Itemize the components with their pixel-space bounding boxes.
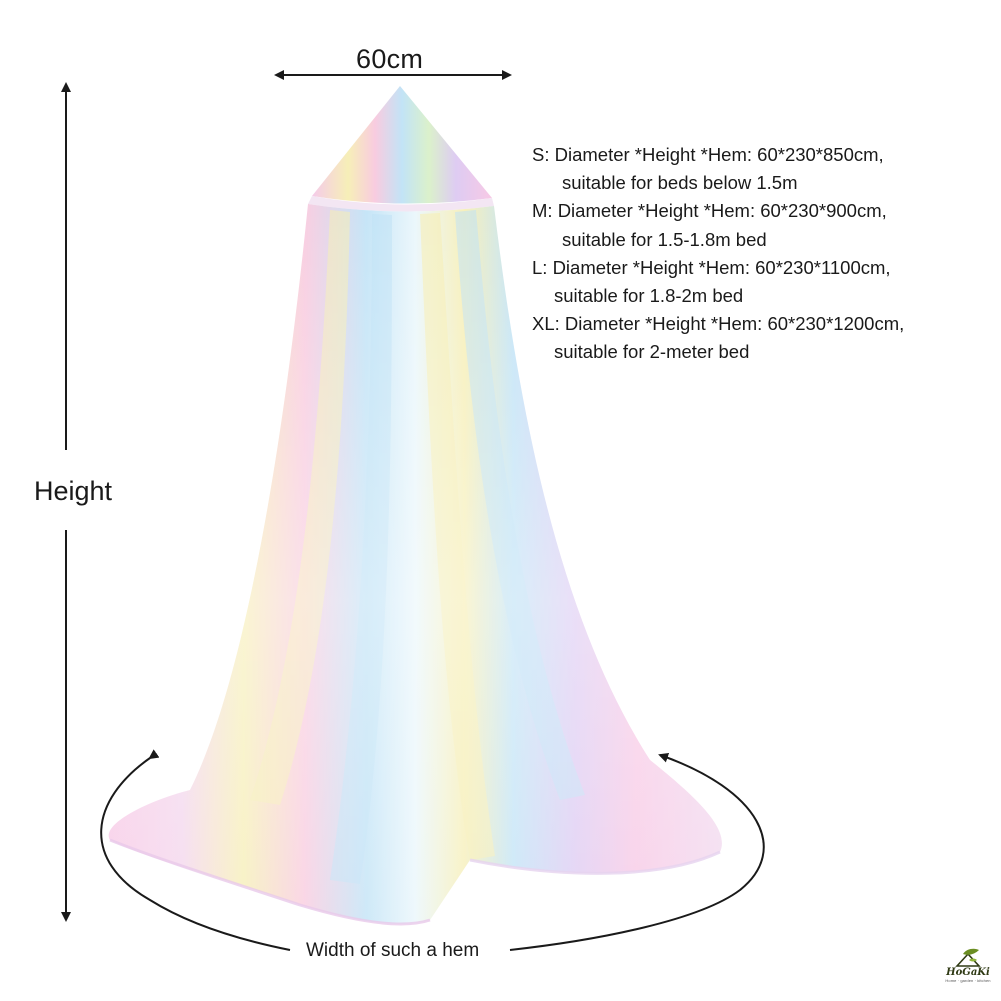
canopy-crown [308,86,494,212]
brand-tagline: Home · garden · kitchen [945,978,991,983]
brand-logo: HoGaKi Home · garden · kitchen [938,948,998,998]
size-specification-list: S: Diameter *Height *Hem: 60*230*850cm, … [532,141,992,367]
height-label: Height [34,476,113,506]
leaf-house-icon [955,948,981,967]
hem-circumference-arrow [100,749,765,951]
size-spec-note: suitable for 1.5-1.8m bed [562,228,767,250]
size-spec-line: S: Diameter *Height *Hem: 60*230*850cm, [532,144,884,165]
size-spec-note: suitable for 1.8-2m bed [554,285,744,307]
size-spec-note: suitable for beds below 1.5m [562,172,798,194]
size-spec-s: S: Diameter *Height *Hem: 60*230*850cm, … [532,141,992,197]
hem-width-label: Width of such a hem [306,940,480,961]
size-spec-m: M: Diameter *Height *Hem: 60*230*900cm, … [532,197,992,253]
brand-name: HoGaKi [946,967,990,978]
size-spec-line: XL: Diameter *Height *Hem: 60*230*1200cm… [532,313,905,335]
size-spec-xl: XL: Diameter *Height *Hem: 60*230*1200cm… [532,310,992,366]
size-spec-line: L: Diameter *Height *Hem: 60*230*1100cm, [532,256,891,278]
size-spec-note: suitable for 2-meter bed [554,341,750,363]
width-label: 60cm [356,44,424,74]
size-spec-line: M: Diameter *Height *Hem: 60*230*900cm, [532,200,887,222]
canopy-drape [108,204,722,926]
size-spec-l: L: Diameter *Height *Hem: 60*230*1100cm,… [532,254,992,310]
